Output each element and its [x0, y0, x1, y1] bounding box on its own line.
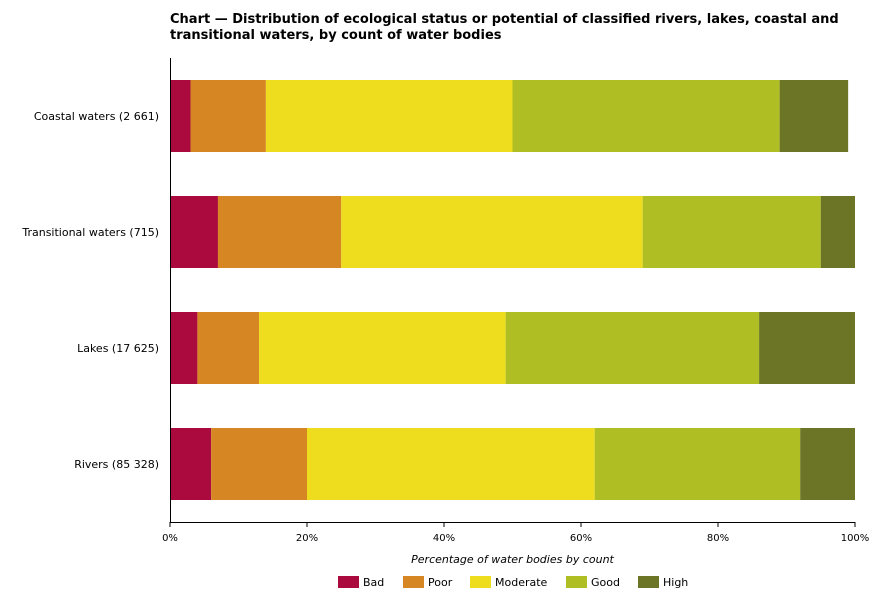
bar-high-1 [820, 196, 855, 268]
legend-label: Moderate [495, 576, 548, 589]
bar-poor-1 [217, 196, 342, 268]
legend-label: Good [591, 576, 620, 589]
bar-good-3 [594, 428, 801, 500]
x-axis-label: Percentage of water bodies by count [411, 553, 614, 566]
bar-moderate-3 [307, 428, 595, 500]
x-tick-label: 40% [433, 533, 455, 544]
bar-moderate-0 [265, 80, 513, 152]
bar-bad-3 [170, 428, 212, 500]
bar-high-0 [779, 80, 849, 152]
x-tick-label: 0% [162, 533, 178, 544]
x-tick-label: 60% [570, 533, 592, 544]
bar-good-1 [642, 196, 821, 268]
x-tick-label: 80% [707, 533, 729, 544]
x-tick-label: 100% [841, 533, 870, 544]
x-tick-label: 20% [296, 533, 318, 544]
category-label: Lakes (17 625) [77, 342, 159, 355]
bar-moderate-1 [341, 196, 643, 268]
legend-label: High [663, 576, 688, 589]
bar-high-2 [759, 312, 855, 384]
bar-bad-2 [170, 312, 198, 384]
category-label: Transitional waters (715) [21, 226, 159, 239]
bar-good-2 [505, 312, 760, 384]
bar-bad-1 [170, 196, 218, 268]
category-label: Rivers (85 328) [74, 458, 159, 471]
category-label: Coastal waters (2 661) [34, 110, 159, 123]
legend-label: Bad [363, 576, 384, 589]
legend-swatch-moderate [470, 576, 491, 588]
legend-swatch-poor [403, 576, 424, 588]
bar-good-0 [512, 80, 780, 152]
bar-poor-0 [190, 80, 266, 152]
bar-moderate-2 [259, 312, 506, 384]
legend-label: Poor [428, 576, 453, 589]
bar-bad-0 [170, 80, 191, 152]
legend-swatch-high [638, 576, 659, 588]
bar-poor-3 [211, 428, 307, 500]
legend-swatch-good [566, 576, 587, 588]
legend-swatch-bad [338, 576, 359, 588]
chart-title: Chart — Distribution of ecological statu… [170, 12, 839, 43]
bar-high-3 [800, 428, 855, 500]
bar-poor-2 [197, 312, 260, 384]
